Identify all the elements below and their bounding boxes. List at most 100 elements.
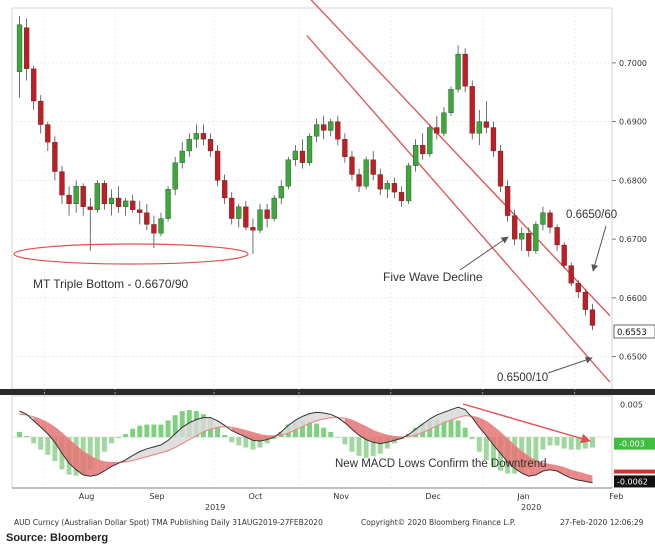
level-low-arrow (547, 356, 593, 374)
candle-body (490, 127, 497, 152)
candle-body (349, 156, 355, 175)
macd-signal-spread (90, 456, 98, 477)
candle-body (497, 150, 504, 187)
macd-signal-spread (344, 418, 352, 430)
macd-signal-spread (486, 421, 494, 445)
macd-signal-spread (528, 456, 536, 477)
candle-body (271, 197, 277, 219)
triple-bottom-label: MT Triple Bottom - 0.6670/90 (33, 277, 189, 291)
candle-body (179, 150, 185, 163)
candle-body (377, 174, 383, 190)
candle-body (172, 162, 178, 190)
candle-body (165, 189, 171, 219)
macd-histogram-bar (24, 436, 30, 438)
macd-signal-spread (83, 451, 91, 477)
macd-histogram-bar (31, 437, 37, 444)
macd-signal-spread (500, 432, 508, 462)
macd-signal-spread (69, 439, 77, 470)
candle-body (285, 159, 291, 187)
macd-histogram-bar (45, 437, 51, 455)
macd-signal-spread (578, 472, 586, 482)
candle-body (38, 100, 44, 125)
candle-body (512, 215, 518, 240)
macd-signal-spread (47, 422, 55, 443)
macd-histogram-bar (526, 437, 532, 469)
macd-signal-spread (359, 423, 367, 440)
macd-signal-spread (535, 460, 543, 475)
candle-body (264, 209, 270, 219)
candle-body (469, 86, 475, 134)
footer-left: AUD Curncy (Australian Dollar Spot) TMA … (14, 518, 323, 527)
candle-body (363, 159, 369, 187)
candle-body (342, 139, 348, 158)
candle-body (321, 124, 327, 131)
candle-body (101, 183, 108, 205)
macd-signal-value-box (614, 469, 655, 474)
candle-body (214, 150, 221, 181)
candle-body (533, 224, 539, 252)
candle-body (328, 121, 334, 131)
macd-histogram-bar (547, 437, 553, 446)
month-tick-label: Jan (516, 492, 529, 501)
source-note: Source: Bloomberg (6, 532, 109, 544)
candle-body (292, 150, 299, 160)
macd-histogram-bar (144, 424, 150, 438)
candle-body (575, 283, 581, 293)
candle-body (193, 133, 199, 140)
candles (16, 15, 596, 331)
axis-ticks: 0.7000 0.6900 0.6800 0.6700 0.6600 0.6500 Aug S… (12, 59, 655, 512)
macd-signal-spread (351, 420, 360, 436)
wave-arrow (459, 236, 509, 271)
candle-body (547, 212, 553, 228)
macd-histogram-bar (321, 427, 327, 438)
month-tick-label: Oct (248, 492, 262, 501)
candle-body (16, 24, 23, 72)
macd-histogram-bar (165, 420, 171, 438)
candle-body (504, 186, 511, 216)
candle-body (137, 209, 143, 213)
macd-signal-spread (373, 430, 381, 444)
channel-lower-line (306, 35, 611, 383)
candle-body (278, 186, 284, 199)
macd-signal-spread (366, 426, 374, 443)
month-tick-label: Feb (609, 492, 623, 501)
wave-label: Five Wave Decline (383, 270, 483, 284)
macd-signal-spread (451, 407, 459, 421)
candle-body (158, 218, 164, 234)
macd-histogram-bar (179, 411, 185, 438)
macd-histogram-bar (299, 420, 305, 438)
macd-signal-spread (380, 433, 388, 444)
macd-signal-spread (507, 439, 515, 469)
macd-signal-spread (571, 470, 579, 481)
candle-body (441, 112, 447, 134)
price-tick-label: 0.6700 (619, 235, 647, 244)
macd-histogram-bar (257, 437, 263, 448)
chart: 0.7000 0.6900 0.6800 0.6700 0.6600 0.6500 Aug S… (0, 0, 655, 512)
macd-histogram-bar (469, 437, 475, 440)
candle-body (144, 212, 150, 225)
macd-signal-spread (132, 451, 140, 461)
macd-histogram-bar (441, 420, 447, 438)
candle-body (405, 165, 412, 202)
price-tick-label: 0.7000 (619, 59, 647, 68)
macd-histogram-bar (554, 437, 560, 446)
footer-timestamp: 27-Feb-2020 12:06:29 (560, 518, 644, 527)
candle-body (257, 209, 263, 231)
macd-tick-label: 0.005 (620, 401, 643, 410)
macd-label: New MACD Lows Confirm the Downtrend (335, 458, 547, 470)
macd-value-box (614, 475, 655, 488)
candle-body (115, 197, 122, 207)
macd-layer (12, 406, 612, 484)
macd-histogram-bar (264, 437, 270, 444)
candle-body (23, 27, 30, 69)
macd-signal-spread (443, 409, 451, 423)
macd-histogram-bar (349, 437, 355, 452)
candle-body (356, 174, 362, 187)
macd-signal-spread (550, 464, 558, 472)
macd-signal-spread (436, 412, 444, 427)
candle-body (250, 227, 256, 231)
candle-body (151, 224, 157, 234)
candle-body (476, 121, 482, 134)
macd-histogram-bar (101, 437, 107, 452)
candle-body (73, 186, 79, 205)
